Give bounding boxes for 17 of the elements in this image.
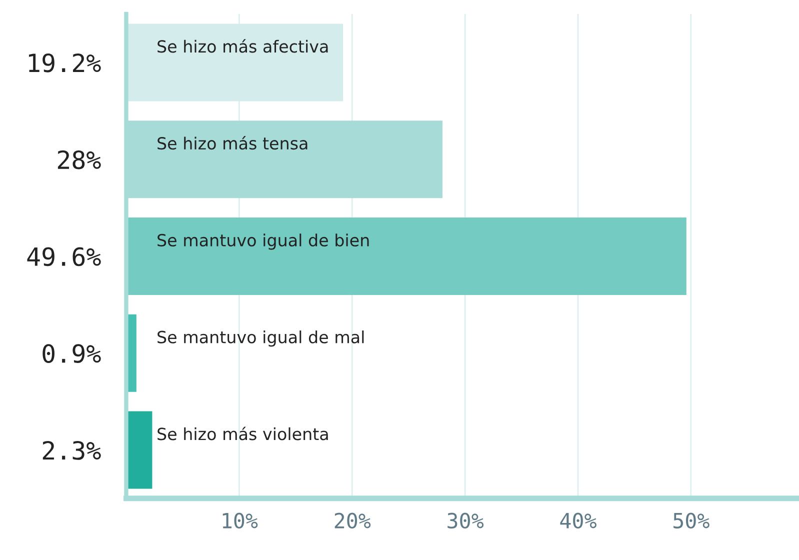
y-tick-label: Se hizo más tensa [158,136,308,150]
y-tick-label: Se hizo más afectiva [158,39,328,53]
x-tick-label: 10% [222,512,258,529]
bar [126,411,152,489]
data-label: 28% [58,150,101,170]
data-label: 19.2% [28,53,101,72]
y-tick-label: Se hizo más violenta [158,426,328,440]
data-label: 0.9% [42,344,101,363]
x-tick-label: 20% [334,512,371,529]
x-tick-label: 30% [448,512,484,529]
data-label: 2.3% [42,440,101,460]
bar [126,217,686,295]
y-tick-label: Se mantuvo igual de mal [158,330,364,347]
x-tick-label: 50% [674,512,710,529]
y-tick-label: Se mantuvo igual de bien [158,234,369,250]
x-tick-label: 40% [560,512,596,529]
data-label: 49.6% [27,247,101,266]
